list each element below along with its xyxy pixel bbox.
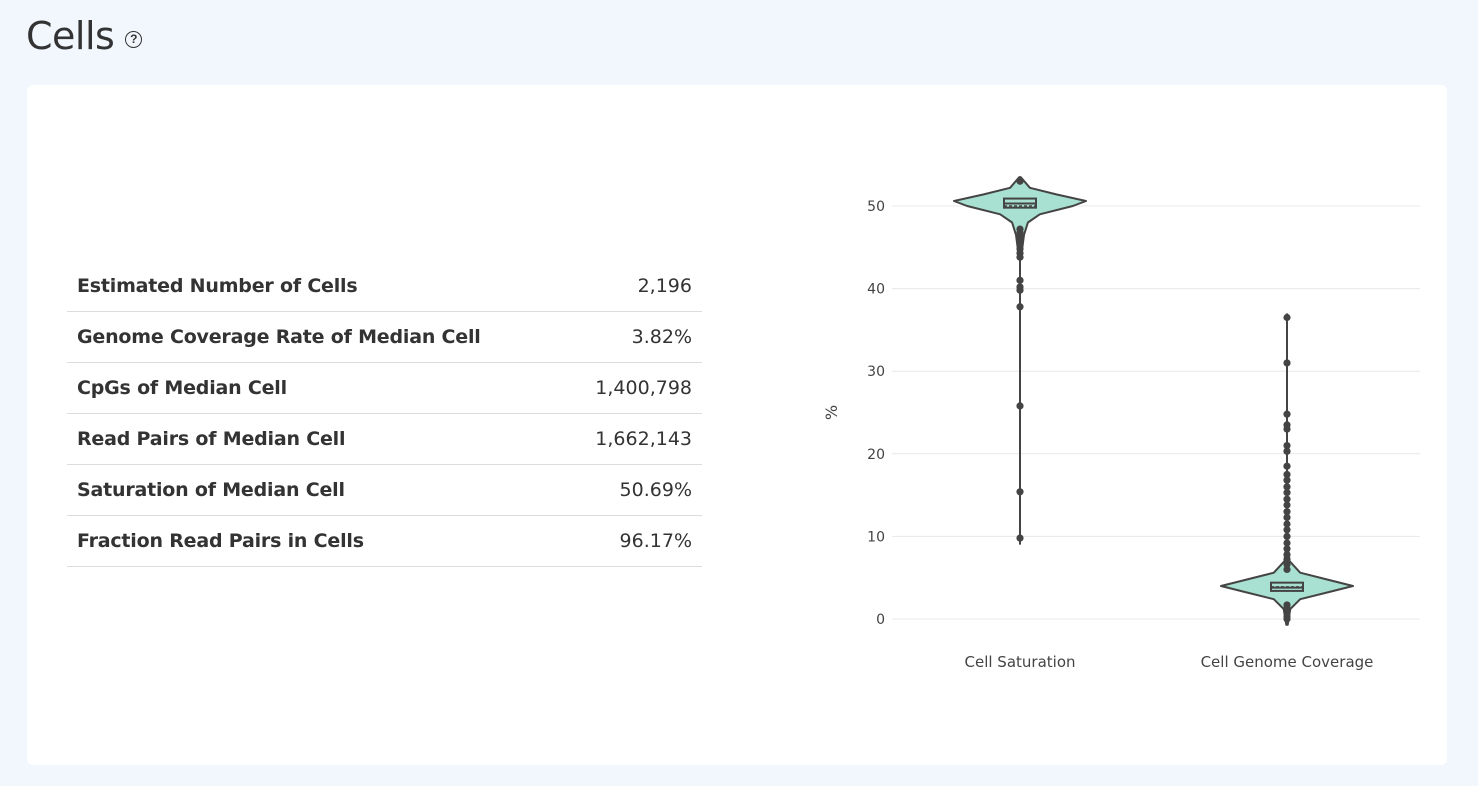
metric-label: Estimated Number of Cells <box>67 261 565 312</box>
outlier-point <box>1016 402 1024 410</box>
outlier-point <box>1283 447 1291 455</box>
outlier-point <box>1016 534 1024 542</box>
outlier-point <box>1283 421 1291 429</box>
table-row: Fraction Read Pairs in Cells 96.17% <box>67 515 702 567</box>
violin-chart[interactable]: 0 10 20 30 40 50 % Cell Saturation Cell Genome… <box>787 155 1427 695</box>
outlier-point <box>1283 526 1291 534</box>
metric-label: Fraction Read Pairs in Cells <box>67 515 565 567</box>
table-row: Estimated Number of Cells 2,196 <box>67 261 702 312</box>
y-tick-label: 40 <box>867 282 885 298</box>
grid-lines <box>892 205 1420 620</box>
x-category-label: Cell Genome Coverage <box>1201 653 1374 671</box>
outlier-point <box>1283 520 1291 528</box>
question-circle-icon[interactable]: ? <box>125 30 143 48</box>
outlier-point <box>1283 359 1291 367</box>
violin-body <box>953 176 1087 257</box>
violin-cell-saturation[interactable] <box>953 176 1087 545</box>
outlier-point <box>1283 476 1291 484</box>
y-tick-label: 20 <box>867 447 885 463</box>
outlier-point <box>1283 489 1291 497</box>
outlier-point <box>1283 539 1291 547</box>
outlier-point <box>1283 441 1291 450</box>
outlier-point <box>1283 532 1291 540</box>
page-title: Cells <box>26 14 115 58</box>
violins[interactable] <box>953 176 1354 626</box>
metrics-table: Estimated Number of Cells 2,196 Genome C… <box>67 261 702 567</box>
metric-value: 1,662,143 <box>564 413 702 465</box>
outlier-point <box>1016 177 1024 185</box>
y-tick-label: 30 <box>867 364 885 380</box>
outlier-point <box>1283 410 1291 418</box>
table-row: Read Pairs of Median Cell 1,662,143 <box>67 413 702 465</box>
outlier-point <box>1016 283 1024 291</box>
outlier-point <box>1283 601 1291 609</box>
x-axis-categories: Cell Saturation Cell Genome Coverage <box>965 653 1374 671</box>
outlier-point <box>1283 565 1291 574</box>
table-row: Genome Coverage Rate of Median Cell 3.82… <box>67 311 702 363</box>
outlier-point <box>1283 501 1291 509</box>
outlier-point <box>1283 313 1291 322</box>
metric-value: 2,196 <box>564 261 702 312</box>
cells-card: Estimated Number of Cells 2,196 Genome C… <box>27 85 1447 765</box>
x-category-label: Cell Saturation <box>965 653 1076 671</box>
metric-label: Read Pairs of Median Cell <box>67 413 565 465</box>
y-axis-ticks: 0 10 20 30 40 50 <box>867 199 885 628</box>
metric-value: 3.82% <box>564 311 702 363</box>
outlier-point <box>1283 495 1291 503</box>
outlier-point <box>1283 462 1291 470</box>
outlier-point <box>1283 550 1291 559</box>
y-tick-label: 50 <box>867 199 885 215</box>
metric-label: Genome Coverage Rate of Median Cell <box>67 311 565 363</box>
y-tick-label: 10 <box>867 529 885 545</box>
metric-value: 1,400,798 <box>564 362 702 414</box>
outlier-point <box>1283 560 1291 569</box>
outlier-point <box>1283 545 1291 553</box>
table-row: Saturation of Median Cell 50.69% <box>67 464 702 516</box>
table-row: CpGs of Median Cell 1,400,798 <box>67 362 702 414</box>
metric-label: Saturation of Median Cell <box>67 464 565 516</box>
outlier-point <box>1016 488 1024 496</box>
outlier-point <box>1016 225 1024 233</box>
metric-label: CpGs of Median Cell <box>67 362 565 414</box>
outlier-point <box>1283 555 1291 564</box>
metric-value: 96.17% <box>564 515 702 567</box>
outlier-point <box>1283 470 1291 479</box>
outlier-point <box>1283 513 1291 522</box>
outlier-point <box>1283 508 1291 516</box>
outlier-point <box>1283 483 1291 491</box>
violin-cell-genome-coverage[interactable] <box>1220 313 1354 626</box>
metric-value: 50.69% <box>564 464 702 516</box>
page-header: Cells ? <box>26 14 143 58</box>
outlier-point <box>1016 303 1024 311</box>
outlier-point <box>1016 276 1024 284</box>
y-tick-label: 0 <box>876 612 885 628</box>
y-axis-title: % <box>822 405 841 420</box>
